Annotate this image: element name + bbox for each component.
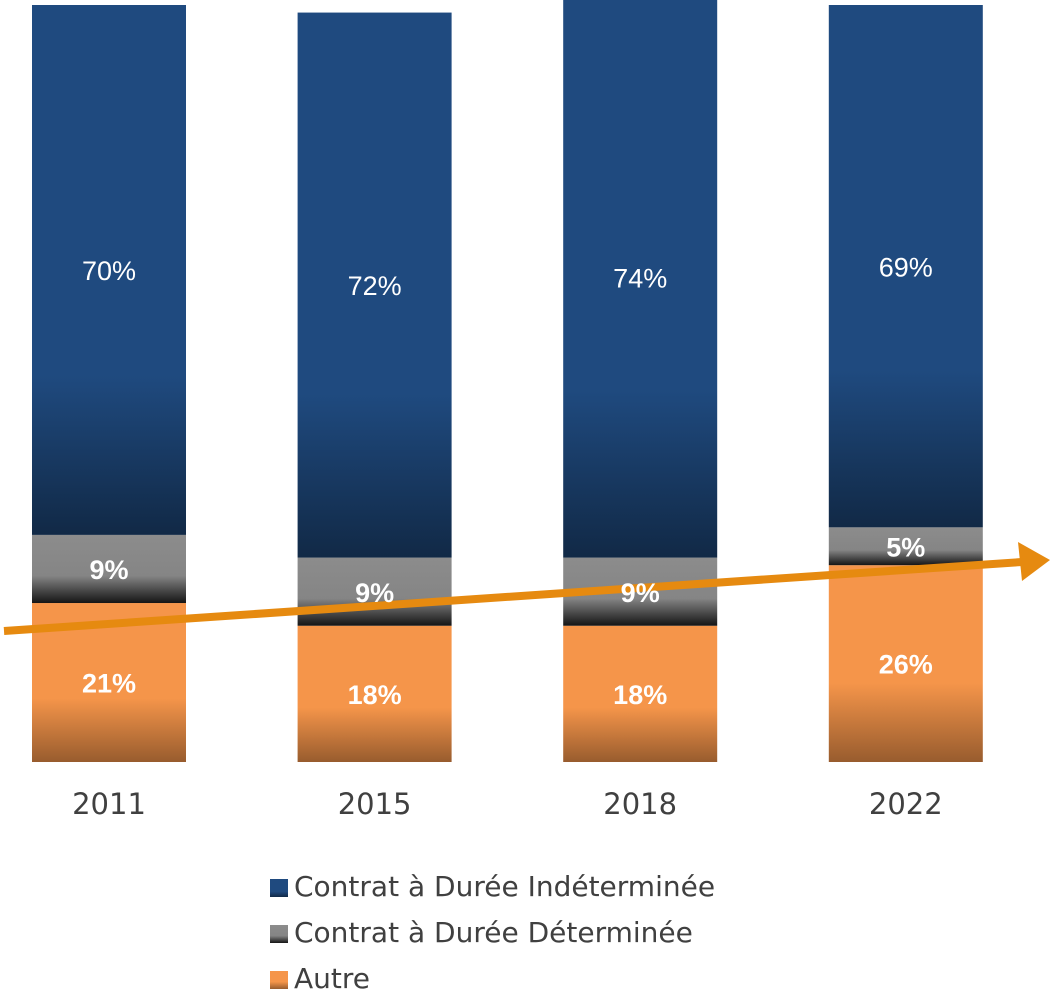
data-label: 74%: [613, 264, 667, 294]
bar-segment: [828, 527, 983, 566]
bar-segment: [297, 625, 452, 762]
data-label: 18%: [348, 680, 402, 710]
bar-segment: [828, 565, 983, 762]
data-label: 5%: [886, 532, 925, 562]
bar-segment: [828, 5, 983, 528]
data-label: 70%: [82, 256, 136, 286]
data-label: 9%: [355, 578, 394, 608]
legend-label: Contrat à Durée Déterminée: [294, 916, 693, 949]
x-tick-label: 2015: [338, 787, 412, 821]
legend-swatch: [270, 879, 288, 897]
legend-swatch: [270, 971, 288, 989]
bar-segment: [297, 557, 452, 626]
bar-segment: [297, 12, 452, 558]
data-label: 9%: [89, 555, 128, 585]
x-tick-label: 2022: [869, 787, 943, 821]
data-label: 9%: [621, 578, 660, 608]
data-label: 72%: [348, 271, 402, 301]
data-label: 21%: [82, 669, 136, 699]
x-tick-label: 2018: [603, 787, 677, 821]
bar-segment: [563, 625, 718, 762]
data-label: 69%: [879, 252, 933, 282]
data-label: 18%: [613, 680, 667, 710]
legend-label: Contrat à Durée Indéterminée: [294, 870, 715, 903]
bar-segment: [32, 5, 186, 535]
x-tick-label: 2011: [72, 787, 146, 821]
data-label: 26%: [879, 650, 933, 680]
legend-swatch: [270, 925, 288, 943]
bar-segment: [563, 0, 718, 558]
legend-label: Autre: [294, 962, 370, 995]
bar-segment: [32, 534, 186, 604]
trend-arrow: [3, 542, 1050, 635]
